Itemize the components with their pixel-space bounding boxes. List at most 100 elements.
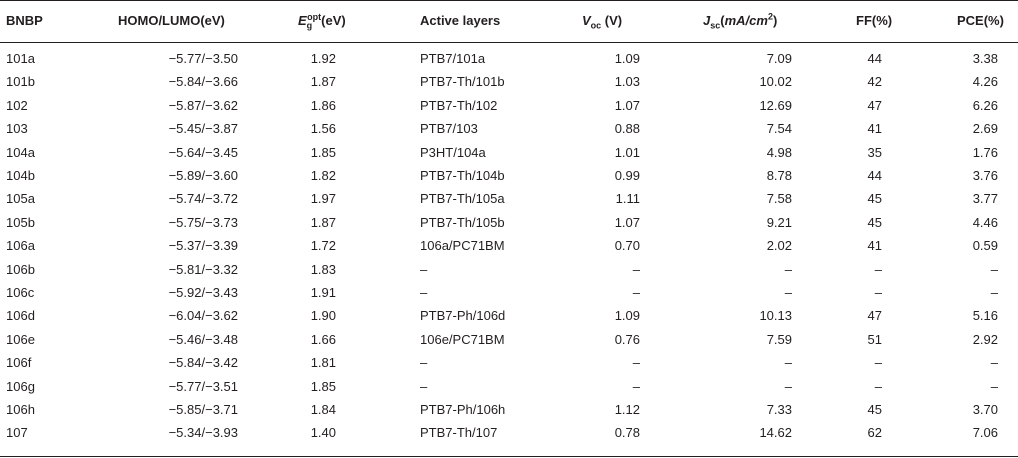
cell-voc: 1.03: [614, 74, 640, 90]
cell-jsc: –: [784, 378, 792, 394]
cell-eg: 1.92: [310, 51, 336, 66]
cell-homo-lumo: −5.89/−3.60: [168, 168, 238, 183]
cell-eg: 1.72: [310, 238, 336, 254]
cell-eg: 1.85: [310, 378, 336, 394]
cell-homo-lumo: −5.84/−3.42: [168, 355, 238, 371]
cell-ff: 45: [867, 191, 882, 207]
cell-voc: 0.99: [614, 168, 640, 183]
header-bnbp: BNBP: [6, 13, 43, 28]
cell-bnbp: 106g: [6, 378, 35, 394]
cell-voc: 1.09: [614, 51, 640, 66]
cell-jsc: 4.98: [766, 144, 792, 160]
table-row: 106c −5.92/−3.43 1.91 – – – – –: [0, 282, 1018, 304]
cell-bnbp: 105b: [6, 214, 35, 230]
cell-active-layers: PTB7-Th/102: [420, 97, 498, 113]
cell-bnbp: 102: [6, 97, 28, 113]
cell-active-layers: 106a/PC71BM: [420, 238, 505, 254]
cell-voc: 1.01: [614, 144, 640, 160]
cell-voc: 1.07: [614, 97, 640, 113]
cell-homo-lumo: −5.77/−3.51: [168, 378, 238, 394]
cell-homo-lumo: −5.77/−3.50: [168, 51, 238, 66]
table-row: 105a −5.74/−3.72 1.97 PTB7-Th/105a 1.11 7.58 4…: [0, 188, 1018, 210]
header-jsc: Jsc(mA/cm2): [703, 11, 778, 31]
cell-ff: 62: [867, 425, 882, 441]
table-row: 106a −5.37/−3.39 1.72 106a/PC71BM 0.70 2.02 41…: [0, 235, 1018, 257]
cell-jsc: 14.62: [759, 425, 792, 441]
cell-homo-lumo: −5.74/−3.72: [168, 191, 238, 207]
cell-voc: 0.78: [614, 425, 640, 441]
bottom-rule: [0, 456, 1018, 457]
cell-ff: –: [874, 285, 882, 300]
cell-eg: 1.87: [310, 214, 336, 230]
cell-active-layers: PTB7-Ph/106d: [420, 308, 506, 324]
cell-voc: 0.70: [614, 238, 640, 254]
cell-jsc: –: [784, 355, 792, 371]
cell-ff: 45: [867, 214, 882, 230]
table-row: 106g −5.77/−3.51 1.85 – – – – –: [0, 376, 1018, 398]
table-row: 102 −5.87/−3.62 1.86 PTB7-Th/102 1.07 12.69 47…: [0, 95, 1018, 117]
cell-voc: 1.07: [614, 214, 640, 230]
cell-homo-lumo: −5.81/−3.32: [168, 261, 238, 277]
header-ff: FF(%): [856, 13, 893, 28]
cell-active-layers: –: [420, 355, 428, 371]
table-row: 105b −5.75/−3.73 1.87 PTB7-Th/105b 1.07 9.21 4…: [0, 212, 1018, 234]
header-active-layers: Active layers: [420, 13, 501, 28]
cell-jsc: 7.58: [766, 191, 792, 207]
cell-active-layers: PTB7/103: [420, 121, 478, 137]
cell-ff: 41: [867, 238, 882, 254]
header-pce: PCE(%): [957, 13, 1004, 28]
cell-ff: 44: [867, 51, 882, 66]
cell-homo-lumo: −5.92/−3.43: [168, 285, 238, 300]
cell-bnbp: 106b: [6, 261, 35, 277]
cell-pce: 1.76: [972, 144, 998, 160]
cell-pce: 2.69: [972, 121, 998, 137]
cell-active-layers: PTB7-Th/101b: [420, 74, 505, 90]
cell-active-layers: P3HT/104a: [420, 144, 486, 160]
cell-eg: 1.84: [310, 402, 336, 417]
cell-bnbp: 101b: [6, 74, 35, 90]
header-voc: Voc (V): [582, 13, 623, 31]
cell-ff: 35: [867, 144, 882, 160]
cell-ff: 41: [867, 121, 882, 137]
cell-eg: 1.56: [310, 121, 336, 137]
cell-jsc: –: [784, 285, 792, 300]
cell-bnbp: 104a: [6, 144, 35, 160]
header-row: BNBP HOMO/LUMO(eV) Egopt(eV) Active laye…: [0, 10, 1018, 32]
cell-voc: –: [632, 285, 640, 300]
cell-voc: –: [632, 378, 640, 394]
cell-voc: 1.11: [615, 191, 640, 207]
cell-eg: 1.81: [310, 355, 336, 371]
cell-eg: 1.85: [310, 144, 336, 160]
cell-jsc: 7.59: [766, 331, 792, 347]
cell-bnbp: 106f: [6, 355, 32, 371]
cell-pce: –: [990, 378, 998, 394]
cell-voc: –: [632, 261, 640, 277]
cell-bnbp: 106d: [6, 308, 35, 324]
cell-ff: –: [874, 261, 882, 277]
cell-eg: 1.97: [310, 191, 336, 207]
cell-active-layers: PTB7-Ph/106h: [420, 402, 506, 417]
cell-pce: 7.06: [972, 425, 998, 441]
cell-eg: 1.86: [310, 97, 336, 113]
cell-voc: 1.09: [614, 308, 640, 324]
cell-jsc: 7.33: [766, 402, 792, 417]
cell-jsc: 10.13: [759, 308, 792, 324]
cell-active-layers: 106e/PC71BM: [420, 331, 505, 347]
cell-jsc: 9.21: [766, 214, 792, 230]
cell-pce: 6.26: [972, 97, 998, 113]
cell-jsc: 7.54: [766, 121, 792, 137]
cell-homo-lumo: −5.64/−3.45: [168, 144, 238, 160]
cell-pce: 5.16: [972, 308, 998, 324]
cell-pce: –: [990, 285, 998, 300]
cell-bnbp: 103: [6, 121, 28, 137]
cell-homo-lumo: −6.04/−3.62: [168, 308, 238, 324]
cell-pce: 4.26: [972, 74, 998, 90]
table-row: 101a −5.77/−3.50 1.92 PTB7/101a 1.09 7.09 44 3.…: [0, 48, 1018, 70]
cell-ff: 47: [867, 308, 882, 324]
table-row: 106h −5.85/−3.71 1.84 PTB7-Ph/106h 1.12 7.33 4…: [0, 399, 1018, 421]
cell-pce: 2.92: [972, 331, 998, 347]
cell-voc: 0.76: [614, 331, 640, 347]
cell-homo-lumo: −5.34/−3.93: [168, 425, 238, 441]
cell-pce: 3.76: [972, 168, 998, 183]
cell-eg: 1.40: [310, 425, 336, 441]
